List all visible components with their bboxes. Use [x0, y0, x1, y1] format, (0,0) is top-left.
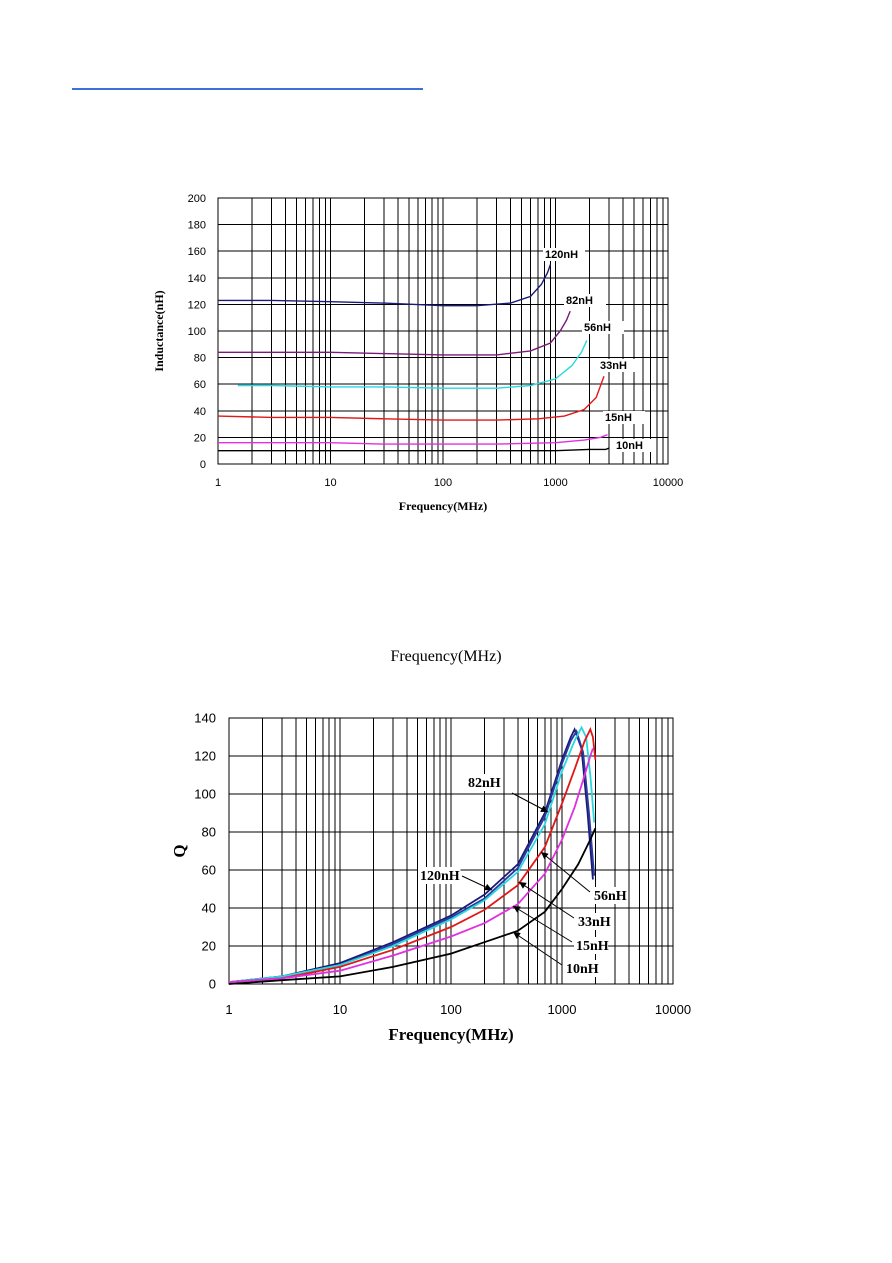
y-axis-label: Inductance(nH) [152, 290, 166, 371]
y-tick-label: 60 [202, 863, 216, 878]
series-tag-bg [574, 937, 608, 954]
series-tag-bg [614, 439, 656, 452]
series-line-10nh [228, 827, 597, 985]
series-label-120nh: 120nH [420, 869, 460, 884]
series-label-15nh: 15nH [576, 939, 609, 954]
header-rule [72, 88, 423, 90]
x-tick-label: 1 [225, 1002, 232, 1017]
series-label-10nh: 10nH [566, 962, 599, 977]
x-axis-label: Frequency(MHz) [399, 499, 487, 513]
leader-arrowhead [540, 805, 548, 812]
y-tick-label: 80 [202, 825, 216, 840]
series-label-56nh: 56nH [594, 889, 627, 904]
series-line-120nh [218, 264, 552, 307]
y-tick-label: 160 [188, 246, 206, 258]
series-line-10nh [218, 447, 610, 452]
y-tick-label: 20 [202, 939, 216, 954]
y-tick-label: 80 [194, 353, 206, 365]
plot-frame [217, 197, 669, 465]
x-tick-label: 1000 [543, 477, 567, 489]
series-line-15nh [228, 748, 594, 983]
series-tag-bg [418, 867, 461, 884]
y-tick-label: 180 [188, 220, 206, 232]
series-tag-bg [603, 411, 645, 424]
series-tag-bg [592, 887, 626, 904]
series-line-56nh [237, 340, 588, 389]
series-tag-bg [564, 294, 606, 307]
y-tick-label: 40 [202, 901, 216, 916]
inductance-chart: 0 20 40 60 80 100 120 140 160 180 200 1 10 100 1000 100… [152, 193, 684, 513]
series-tag-bg [582, 321, 624, 334]
y-tick-label: 60 [194, 379, 206, 391]
series-label-82nh: 82nH [566, 295, 593, 307]
series-line-33nh [228, 727, 597, 983]
y-tick-label: 120 [194, 749, 216, 764]
leader-line [512, 905, 573, 943]
series-line-33nh [217, 375, 605, 421]
series-tag-bg [564, 960, 598, 977]
x-axis-label: Frequency(MHz) [388, 1025, 513, 1044]
leader-line [518, 881, 575, 919]
series-label-10nh: 10nH [616, 440, 643, 452]
y-tick-label: 0 [200, 459, 206, 471]
series-label-82nh: 82nH [468, 776, 501, 791]
y-tick-label: 120 [188, 299, 206, 311]
y-tick-label: 0 [209, 977, 216, 992]
leader-line [512, 931, 563, 966]
y-tick-label: 100 [188, 326, 206, 338]
leader-arrowhead [541, 852, 549, 860]
x-tick-label: 10 [324, 477, 336, 489]
y-axis-label: Q [170, 844, 189, 857]
x-tick-label: 1000 [548, 1002, 577, 1017]
series-line-82nh [218, 310, 571, 356]
x-tick-label: 10000 [655, 1002, 691, 1017]
x-tick-label: 10 [333, 1002, 347, 1017]
leader-line [540, 851, 591, 893]
series-tag-bg [466, 774, 500, 791]
y-tick-label: 140 [194, 711, 216, 726]
series-tag-bg [576, 913, 610, 930]
leader-arrowhead [484, 883, 492, 891]
series-label-33nh: 33nH [600, 360, 627, 372]
series-label-33nh: 33nH [578, 915, 611, 930]
series-label-15nh: 15nH [605, 412, 632, 424]
y-tick-label: 200 [188, 193, 206, 205]
leader-arrowhead [513, 932, 521, 939]
plot-frame [228, 717, 674, 985]
leader-arrowhead [519, 882, 527, 889]
frequency-caption: Frequency(MHz) [390, 648, 502, 665]
x-tick-label: 10000 [653, 477, 684, 489]
y-tick-label: 20 [194, 432, 206, 444]
series-line-15nh [218, 434, 608, 445]
y-tick-label: 100 [194, 787, 216, 802]
x-tick-label: 100 [440, 1002, 462, 1017]
series-tag-bg [543, 248, 585, 261]
series-line-82nh [228, 729, 596, 983]
x-tick-label: 100 [434, 477, 452, 489]
series-label-120nh: 120nH [545, 249, 578, 261]
x-tick-label: 1 [215, 477, 221, 489]
series-tag-bg [598, 359, 640, 372]
series-line-56nh [228, 725, 596, 983]
y-tick-label: 40 [194, 406, 206, 418]
series-label-56nh: 56nH [584, 322, 611, 334]
leader-arrowhead [513, 906, 521, 913]
y-tick-label: 140 [188, 273, 206, 285]
